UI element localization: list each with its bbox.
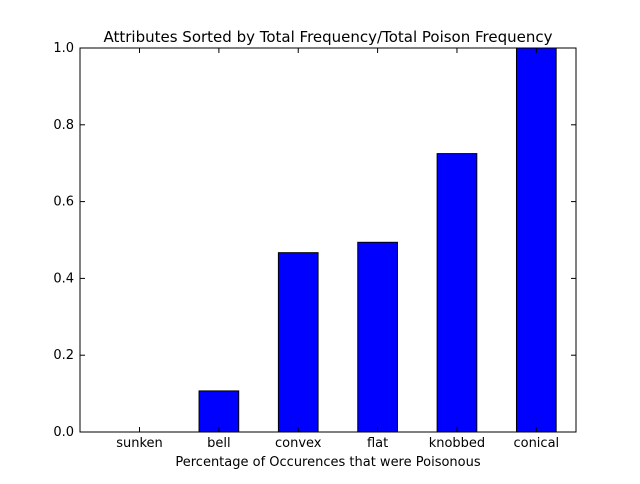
plot-area-frame [79,47,577,433]
y-tick-label: 1.0 [53,41,74,56]
bar-bell [198,390,240,433]
y-tick-label: 0.8 [53,118,74,133]
chart-title: Attributes Sorted by Total Frequency/Tot… [103,28,552,46]
bar-conical [515,47,557,433]
x-tick-label-conical: conical [513,436,559,451]
x-tick-label-flat: flat [367,436,388,451]
y-axis: 0.0 0.2 0.4 0.6 0.8 1.0 [53,41,576,440]
bar-convex [277,252,319,433]
x-axis-label: Percentage of Occurences that were Poiso… [175,455,480,470]
bars-group [198,47,557,433]
x-tick-label-knobbed: knobbed [429,436,485,451]
bar-knobbed [436,153,478,433]
x-axis: sunken bell convex flat knobbed conical [116,48,559,451]
x-tick-label-sunken: sunken [116,436,163,451]
y-tick-label: 0.2 [53,348,74,363]
y-tick-label: 0.0 [53,425,74,440]
x-tick-label-convex: convex [275,436,322,451]
bar-flat [357,241,398,433]
y-tick-label: 0.6 [53,195,74,210]
y-tick-label: 0.4 [53,271,74,286]
x-tick-label-bell: bell [207,436,230,451]
